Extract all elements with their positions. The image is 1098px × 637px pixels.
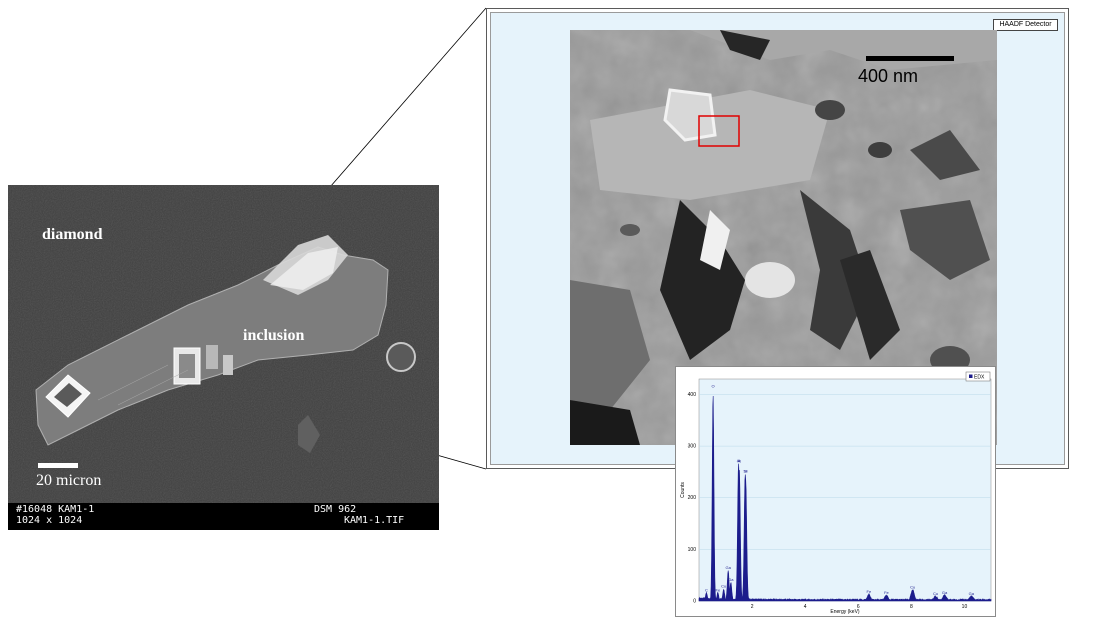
eds-spectrum-series <box>698 396 992 602</box>
eds-x-tick-label: 4 <box>804 604 807 610</box>
eds-peak-label: Ga <box>728 577 734 582</box>
eds-y-tick-label: 200 <box>688 495 697 501</box>
sem-scale-bar <box>38 463 78 468</box>
label-inclusion: inclusion <box>243 327 305 344</box>
eds-peak-label: Cu <box>721 584 726 589</box>
haadf-scale-bar <box>866 56 954 61</box>
eds-peak-label: Fe <box>867 589 872 594</box>
eds-legend-label: EDX <box>974 375 985 381</box>
eds-peak-label: Cu <box>933 591 938 596</box>
eds-y-tick-label: 300 <box>688 444 697 450</box>
haadf-detector-label: HAADF Detector <box>993 19 1058 31</box>
eds-plot-area <box>698 378 992 602</box>
eds-peak-label: Ga <box>942 590 948 595</box>
eds-legend-box <box>965 371 991 382</box>
eds-peak-label: Cu <box>910 585 915 590</box>
eds-spectrum-panel: 0 100 200 300 400 2 4 6 8 10 C O Ga Ga Cu Fe Al Al Si Si Fe… <box>675 366 996 617</box>
sem-scale-label: 20 micron <box>36 472 102 489</box>
eds-y-tick-label: 100 <box>688 547 697 553</box>
eds-x-axis-label: Energy (keV) <box>830 609 860 615</box>
eds-peak-label: Al <box>737 458 741 463</box>
sem-info-resolution: 1024 x 1024 <box>16 515 83 526</box>
sem-info-filename: KAM1-1.TIF <box>344 515 405 526</box>
eds-peak-label: C <box>705 587 708 592</box>
sem-micrograph: diamond inclusion 20 micron #16048 KAM1-… <box>8 185 439 530</box>
eds-peak-label: Fe <box>884 590 889 595</box>
eds-y-axis-label: Counts <box>680 482 686 498</box>
eds-x-tick-label: 10 <box>962 604 968 610</box>
eds-y-tick-label: 0 <box>693 599 696 605</box>
eds-y-tick-label: 400 <box>688 392 697 398</box>
sem-info-instrument: DSM 962 <box>314 504 357 515</box>
eds-peak-label: Ga <box>726 565 732 570</box>
eds-peak-label: Fe <box>716 587 721 592</box>
eds-legend-swatch <box>969 374 973 378</box>
sem-info-bar: #16048 KAM1-1 1024 x 1024 DSM 962 KAM1-1… <box>8 503 439 530</box>
pore-right <box>386 342 416 372</box>
sem-info-id: #16048 KAM1-1 <box>16 504 95 515</box>
eds-peak-label: Al <box>738 458 742 463</box>
label-diamond: diamond <box>42 226 103 243</box>
eds-x-tick-label: 2 <box>751 604 754 610</box>
eds-peak-label: Ga <box>969 591 975 596</box>
eds-x-tick-label: 8 <box>910 604 913 610</box>
eds-peak-label: O <box>712 383 715 388</box>
eds-peak-label: Si <box>744 469 748 474</box>
eds-peak-label: Si <box>743 469 747 474</box>
haadf-scale-label: 400 nm <box>858 66 919 86</box>
haadf-region-of-interest <box>698 115 740 147</box>
eds-x-tick-label: 6 <box>857 604 860 610</box>
sem-image-art <box>8 185 439 530</box>
